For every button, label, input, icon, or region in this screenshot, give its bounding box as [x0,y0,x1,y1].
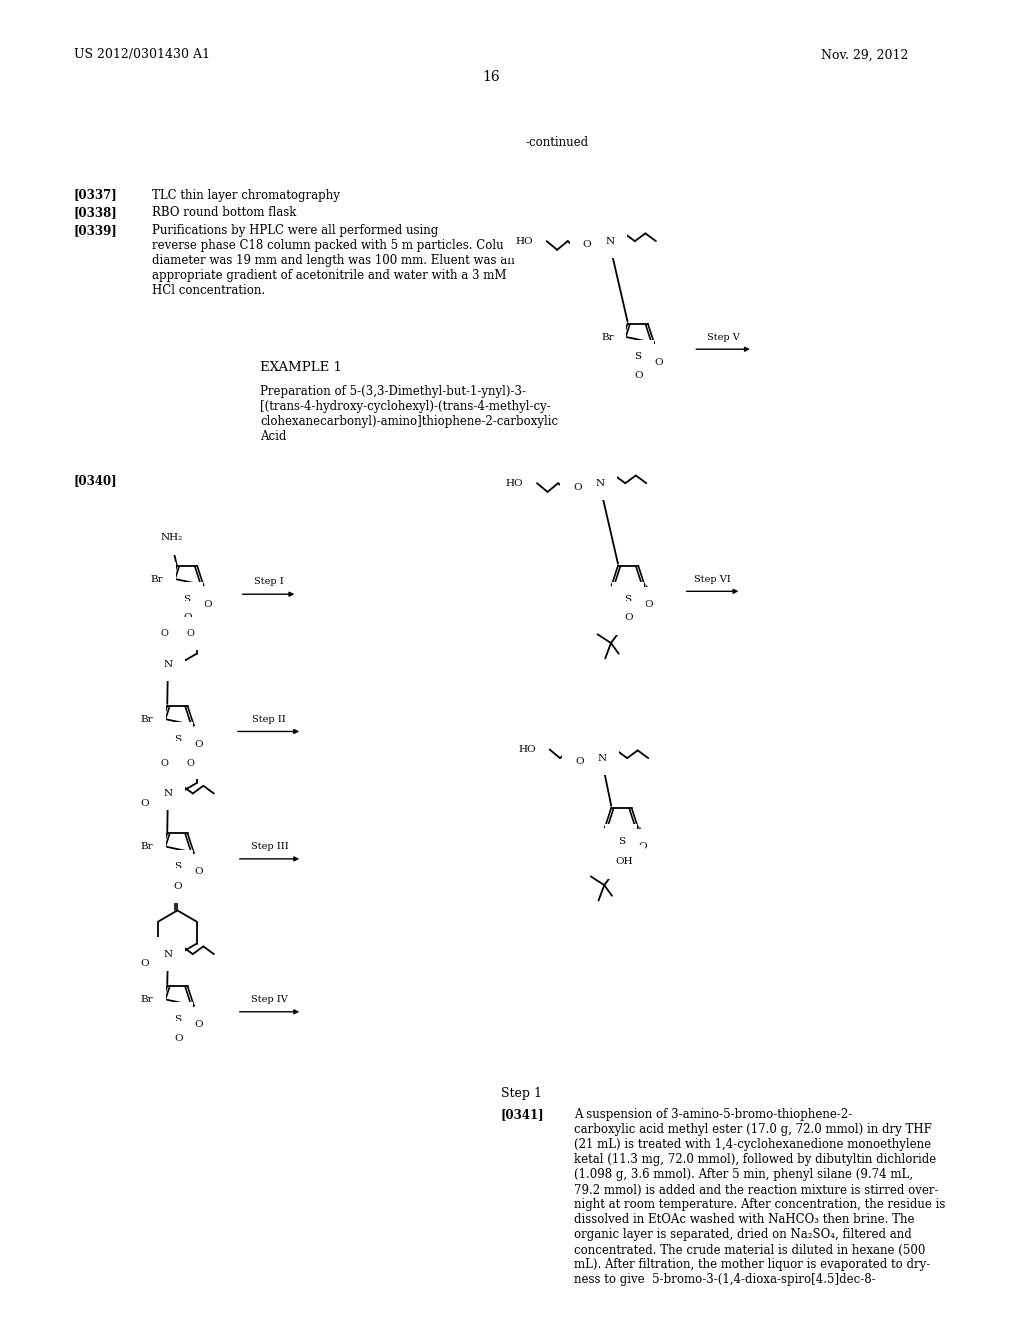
Text: O: O [174,1034,182,1043]
Text: S: S [174,862,181,871]
Text: Br: Br [601,333,613,342]
Text: O: O [574,758,584,767]
Text: O: O [161,630,169,638]
Text: Br: Br [141,995,154,1005]
Text: O: O [140,960,150,969]
Text: O: O [195,1020,203,1030]
Text: S: S [174,1015,181,1024]
Text: Step III: Step III [251,842,289,851]
Text: N: N [163,660,172,669]
Text: [0340]: [0340] [74,474,118,487]
Text: Br: Br [151,574,163,583]
Text: O: O [573,483,582,491]
Text: [0338]: [0338] [74,206,118,219]
Text: Preparation of 5-(3,3-Dimethyl-but-1-ynyl)-3-
[(trans-4-hydroxy-cyclohexyl)-(tra: Preparation of 5-(3,3-Dimethyl-but-1-yny… [260,385,558,442]
Text: O: O [174,754,182,763]
Text: N: N [163,949,172,958]
Text: S: S [174,735,181,743]
Text: RBO round bottom flask: RBO round bottom flask [153,206,297,219]
Text: O: O [174,880,182,890]
Text: O: O [204,599,212,609]
Text: N: N [598,754,607,763]
Text: TLC thin layer chromatography: TLC thin layer chromatography [153,189,340,202]
Text: Step V: Step V [707,333,739,342]
Text: O: O [195,741,203,748]
Text: [0339]: [0339] [74,224,118,238]
Text: O: O [634,371,643,380]
Text: US 2012/0301430 A1: US 2012/0301430 A1 [74,49,210,62]
Text: Step I: Step I [254,577,284,586]
Text: S: S [617,837,625,846]
Text: HO: HO [515,236,534,246]
Text: Br: Br [141,842,154,851]
Text: O: O [645,599,653,609]
Text: Step 1: Step 1 [501,1086,542,1100]
Text: NH₂: NH₂ [161,533,183,543]
Text: HO: HO [506,479,523,487]
Text: S: S [625,594,632,603]
Text: O: O [186,759,195,767]
Text: O: O [638,842,647,851]
Text: [0337]: [0337] [74,189,118,202]
Text: A suspension of 3-amino-5-bromo-thiophene-2-
carboxylic acid methyl ester (17.0 : A suspension of 3-amino-5-bromo-thiophen… [574,1109,946,1287]
Text: Purifications by HPLC were all performed using
reverse phase C18 column packed w: Purifications by HPLC were all performed… [153,224,522,297]
Text: N: N [163,789,172,799]
Text: O: O [654,358,663,367]
Text: O: O [183,614,193,623]
Text: Nov. 29, 2012: Nov. 29, 2012 [821,49,908,62]
Text: O: O [583,240,591,249]
Text: HO: HO [518,744,536,754]
Text: O: O [195,867,203,876]
Text: EXAMPLE 1: EXAMPLE 1 [260,360,342,374]
Text: Step VI: Step VI [694,574,731,583]
Text: Br: Br [141,715,154,723]
Text: O: O [186,630,195,638]
Text: [0341]: [0341] [501,1109,545,1122]
Text: S: S [183,594,190,603]
Text: 16: 16 [482,70,500,84]
Text: N: N [605,236,614,246]
Text: O: O [140,799,150,808]
Text: Step IV: Step IV [251,995,288,1005]
Text: O: O [161,759,169,767]
Text: O: O [625,614,633,623]
Text: N: N [596,479,605,487]
Text: S: S [634,352,641,362]
Text: Step II: Step II [252,714,286,723]
Text: -continued: -continued [525,136,589,149]
Text: O: O [173,882,181,891]
Text: OH: OH [615,858,633,866]
